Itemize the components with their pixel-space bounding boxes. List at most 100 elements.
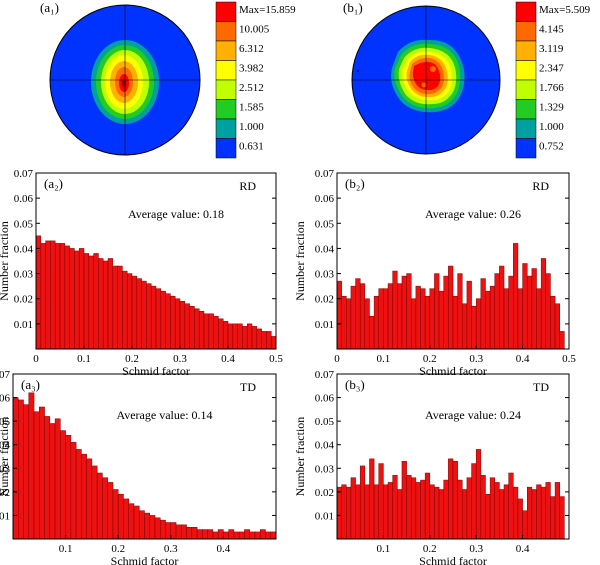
x-tick-label: 0.2 [423, 543, 437, 555]
histogram-bar [392, 475, 398, 540]
histogram-bar [40, 243, 46, 350]
y-tick-label: 0.07 [0, 369, 11, 381]
y-tick-label: 0.03 [315, 269, 335, 281]
histogram-bar [81, 453, 87, 540]
histogram-bar [265, 531, 271, 540]
legend-swatch [215, 79, 237, 100]
legend-level-label: 1.000 [239, 121, 264, 133]
histogram-bar [75, 449, 82, 540]
pole-figure-b1-legend: Max=5.509 4.145 3.119 2.347 1.766 1.329 1.000 0… [515, 1, 591, 159]
histogram-bar [107, 482, 114, 540]
histogram-bar [424, 472, 431, 540]
histogram-bar [270, 531, 277, 540]
y-tick-label: 0.05 [0, 416, 11, 428]
legend-level-label: 0.752 [539, 141, 564, 153]
histogram-bar [102, 260, 109, 350]
histogram-bar [359, 283, 366, 350]
legend-swatch [515, 1, 537, 22]
histogram-bar [443, 479, 449, 540]
histogram-bar [475, 298, 482, 350]
x-tick-label: 0.2 [423, 353, 437, 365]
histogram-bar [420, 479, 426, 540]
histogram-bar [429, 288, 435, 350]
histogram-bar [54, 243, 61, 350]
histogram-bar [397, 489, 403, 540]
direction-label: TD [533, 380, 549, 394]
y-tick-label: 0.03 [14, 269, 34, 281]
x-tick-label: 0.3 [469, 353, 483, 365]
histogram-bar [392, 270, 398, 350]
histogram-bar [165, 293, 171, 350]
plot-frame [336, 172, 570, 350]
histogram-bar [93, 253, 99, 350]
histogram-bar [503, 484, 509, 540]
histogram-bar [554, 303, 560, 350]
histogram-bar [96, 472, 103, 540]
histogram-bar [410, 477, 417, 540]
histogram-bar [175, 524, 182, 540]
histogram-bar [33, 411, 40, 540]
histogram-bar [170, 295, 176, 350]
x-tick-label: 0.2 [111, 543, 125, 555]
histogram-bar [346, 486, 352, 540]
histogram-bar [83, 253, 90, 350]
histogram-bar [406, 273, 412, 350]
histogram-bar [471, 463, 477, 540]
histogram-bar [117, 265, 123, 350]
histogram-bar [457, 273, 463, 350]
histogram-bar [517, 498, 523, 540]
histogram-bar [554, 482, 560, 540]
histogram-bar [494, 482, 500, 540]
panel-label: (a₃) [21, 377, 40, 392]
x-tick-label: 0.1 [77, 353, 91, 365]
legend-level-label: 10.005 [239, 24, 270, 36]
histogram-bar [420, 288, 426, 350]
plot-frame [35, 172, 277, 350]
histogram-bar [378, 288, 384, 350]
y-tick-label: 0.06 [315, 393, 335, 405]
histogram-bar [401, 460, 407, 540]
histogram-bar [466, 477, 472, 540]
histogram-bar [378, 463, 384, 540]
histogram-bar [540, 486, 547, 540]
legend-level-label: 2.347 [539, 63, 564, 75]
histogram-bar [369, 458, 375, 540]
x-tick-label: 0 [334, 353, 340, 365]
x-axis-label: Schmid factor [419, 554, 487, 565]
y-tick-label: 0.06 [0, 393, 11, 405]
histogram-bar [438, 290, 444, 350]
legend-level-label: 1.329 [539, 102, 564, 114]
histogram-bar [133, 505, 140, 540]
x-tick-label: 0.1 [377, 353, 391, 365]
histogram-bar [238, 531, 245, 540]
average-value-annotation: Average value: 0.24 [425, 408, 521, 422]
histogram-bar [244, 529, 250, 540]
pole-figure-b1 [351, 5, 501, 155]
y-tick-label: 0.01 [315, 510, 334, 522]
histogram-bar [448, 265, 454, 350]
histogram-b3: 0.01 0.02 0.03 0.04 0.05 0.06 0.07 0.1 0.2 0.3 0.4… [293, 369, 570, 565]
pole-figure-a1 [49, 4, 201, 156]
histogram-bar [213, 316, 219, 350]
histogram-bar [457, 479, 463, 540]
histogram-bar [373, 484, 380, 540]
y-axis-label: Number fraction [0, 417, 11, 497]
y-tick-label: 0.03 [315, 463, 335, 475]
histogram-bar [184, 303, 190, 350]
histogram-bar [154, 517, 161, 540]
histogram-bar [341, 484, 347, 540]
histogram-bar [438, 489, 444, 540]
histogram-bar [341, 295, 347, 350]
histogram-bar [207, 529, 214, 540]
legend-level-label: 1.000 [539, 121, 564, 133]
histogram-bar [452, 460, 458, 540]
histogram-bar [434, 486, 440, 540]
histogram-bar [355, 484, 361, 540]
legend-swatch [215, 138, 237, 159]
histogram-bar [489, 285, 496, 350]
x-tick-label: 0.4 [221, 353, 235, 365]
histogram-bar [387, 482, 393, 540]
histogram-bar [228, 529, 235, 540]
histogram-bar [233, 531, 240, 540]
